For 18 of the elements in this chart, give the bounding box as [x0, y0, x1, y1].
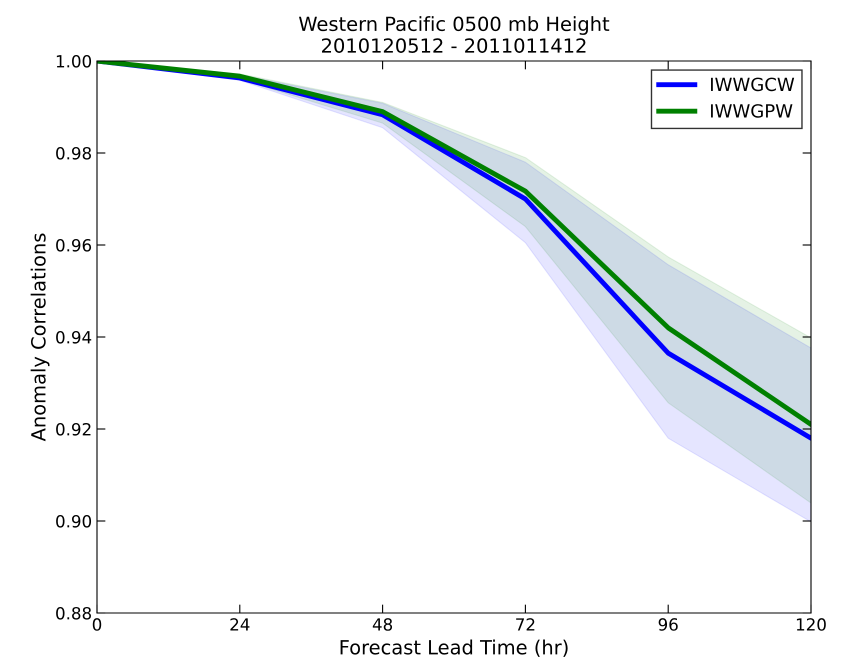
- y-tick-label: 0.94: [56, 330, 92, 344]
- y-tick-label: 0.88: [56, 606, 91, 620]
- y-tick-label: 0.92: [56, 422, 90, 436]
- x-tick-label: 120: [796, 618, 826, 631]
- chart-title: Western Pacific 0500 mb Height 2010120512 - 2011011412: [298, 16, 610, 53]
- x-tick-label: 24: [230, 618, 250, 631]
- x-axis-title: Forecast Lead Time (hr): [340, 640, 568, 657]
- y-tick-label: 0.96: [56, 238, 92, 252]
- legend-label: IWWGCW: [711, 78, 794, 92]
- x-tick-label: 48: [372, 618, 392, 631]
- y-tick-label: 0.90: [56, 514, 92, 528]
- y-axis-title: Anomaly Correlations: [30, 234, 50, 442]
- y-tick-label: 0.98: [56, 146, 91, 160]
- x-tick-label: 0: [92, 618, 102, 631]
- y-tick-label: 1.00: [56, 54, 92, 68]
- legend-label: IWWGPW: [711, 104, 792, 118]
- x-tick-label: 72: [516, 618, 534, 631]
- x-tick-label: 96: [658, 618, 678, 631]
